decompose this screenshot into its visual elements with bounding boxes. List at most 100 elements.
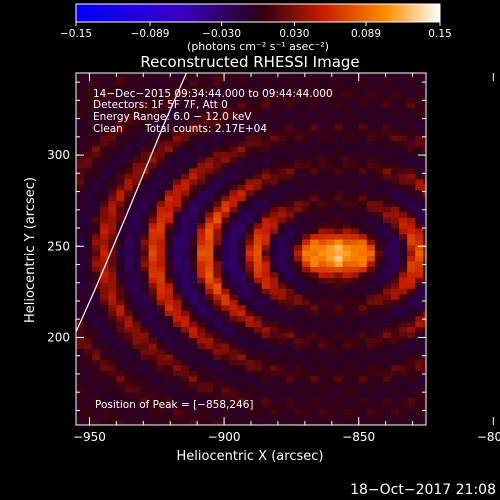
- heatmap-cell: [165, 354, 174, 360]
- heatmap-cell: [423, 299, 432, 305]
- heatmap-cell: [318, 102, 327, 108]
- heatmap-cell: [399, 354, 408, 360]
- heatmap-cell: [278, 409, 287, 415]
- heatmap-cell: [302, 283, 311, 289]
- heatmap-cell: [310, 108, 319, 114]
- heatmap-cell: [294, 288, 303, 294]
- heatmap-cell: [157, 140, 166, 146]
- heatmap-cell: [302, 168, 311, 174]
- heatmap-cell: [141, 184, 150, 190]
- heatmap-cell: [415, 272, 424, 278]
- heatmap-cell: [351, 173, 360, 179]
- heatmap-cell: [124, 228, 133, 234]
- heatmap-cell: [189, 376, 198, 382]
- heatmap-cell: [197, 316, 206, 322]
- heatmap-cell: [294, 135, 303, 141]
- heatmap-cell: [189, 190, 198, 196]
- heatmap-cell: [197, 392, 206, 398]
- heatmap-cell: [375, 266, 384, 272]
- heatmap-cell: [246, 102, 255, 108]
- heatmap-cell: [318, 348, 327, 354]
- heatmap-cell: [197, 261, 206, 267]
- heatmap-cell: [343, 97, 352, 103]
- heatmap-cell: [189, 135, 198, 141]
- heatmap-cell: [76, 206, 85, 212]
- heatmap-cell: [108, 310, 117, 316]
- heatmap-cell: [278, 151, 287, 157]
- heatmap-cell: [221, 223, 230, 229]
- heatmap-cell: [367, 140, 376, 146]
- heatmap-cell: [286, 255, 295, 261]
- heatmap-cell: [391, 157, 400, 163]
- heatmap-cell: [391, 409, 400, 415]
- heatmap-cell: [310, 113, 319, 119]
- heatmap-cell: [391, 135, 400, 141]
- heatmap-cell: [391, 244, 400, 250]
- heatmap-cell: [181, 337, 190, 343]
- heatmap-cell: [157, 376, 166, 382]
- heatmap-cell: [399, 102, 408, 108]
- heatmap-cell: [141, 310, 150, 316]
- heatmap-cell: [84, 102, 93, 108]
- heatmap-cell: [229, 337, 238, 343]
- heatmap-cell: [213, 332, 222, 338]
- heatmap-cell: [391, 69, 400, 75]
- heatmap-cell: [343, 135, 352, 141]
- heatmap-cell: [359, 409, 368, 415]
- heatmap-cell: [229, 283, 238, 289]
- heatmap-cell: [399, 359, 408, 365]
- heatmap-cell: [229, 162, 238, 168]
- heatmap-cell: [116, 239, 125, 245]
- heatmap-cell: [407, 108, 416, 114]
- heatmap-cell: [351, 327, 360, 333]
- heatmap-cell: [92, 173, 101, 179]
- heatmap-cell: [133, 244, 142, 250]
- heatmap-cell: [278, 173, 287, 179]
- heatmap-cell: [343, 398, 352, 404]
- heatmap-cell: [149, 266, 158, 272]
- heatmap-cell: [359, 327, 368, 333]
- heatmap-cell: [310, 190, 319, 196]
- heatmap-cell: [221, 354, 230, 360]
- heatmap-cell: [133, 288, 142, 294]
- heatmap-cell: [262, 206, 271, 212]
- heatmap-cell: [302, 135, 311, 141]
- heatmap-cell: [407, 233, 416, 239]
- heatmap-cell: [173, 392, 182, 398]
- heatmap-cell: [205, 272, 214, 278]
- heatmap-cell: [165, 272, 174, 278]
- heatmap-cell: [310, 119, 319, 125]
- heatmap-cell: [133, 75, 142, 81]
- heatmap-cell: [286, 162, 295, 168]
- heatmap-cell: [294, 272, 303, 278]
- heatmap-cell: [133, 316, 142, 322]
- heatmap-cell: [213, 272, 222, 278]
- heatmap-cell: [399, 305, 408, 311]
- heatmap-cell: [318, 124, 327, 130]
- heatmap-cell: [286, 217, 295, 223]
- heatmap-cell: [108, 217, 117, 223]
- heatmap-cell: [294, 283, 303, 289]
- heatmap-cell: [399, 233, 408, 239]
- heatmap-cell: [310, 332, 319, 338]
- heatmap-cell: [367, 327, 376, 333]
- heatmap-cell: [351, 266, 360, 272]
- heatmap-cell: [229, 173, 238, 179]
- heatmap-cell: [197, 244, 206, 250]
- heatmap-cell: [262, 250, 271, 256]
- heatmap-cell: [318, 157, 327, 163]
- heatmap-cell: [246, 294, 255, 300]
- heatmap-cell: [351, 288, 360, 294]
- heatmap-cell: [92, 135, 101, 141]
- heatmap-cell: [238, 239, 247, 245]
- heatmap-cell: [278, 190, 287, 196]
- heatmap-cell: [229, 414, 238, 420]
- heatmap-cell: [383, 376, 392, 382]
- heatmap-cell: [302, 327, 311, 333]
- heatmap-cell: [108, 173, 117, 179]
- heatmap-cell: [197, 239, 206, 245]
- heatmap-cell: [423, 233, 432, 239]
- colorbar-tick-label: 0.030: [279, 28, 309, 40]
- heatmap-cell: [181, 179, 190, 185]
- heatmap-cell: [334, 266, 343, 272]
